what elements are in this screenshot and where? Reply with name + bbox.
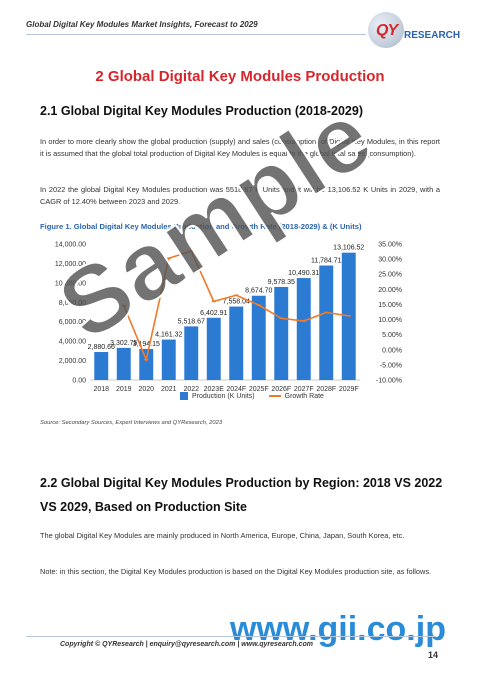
- subsection-title-2-1: 2.1 Global Digital Key Modules Productio…: [40, 104, 363, 118]
- x-tick-label: 2021: [161, 386, 177, 393]
- chart-canvas: 0.00 2,000.00 4,000.00 6,000.00 8,000.00 10,0…: [55, 242, 402, 394]
- growth-rate-marker: [144, 358, 149, 361]
- paragraph-note: Note: in this section, the Digital Key M…: [40, 567, 432, 576]
- paragraph-production-summary: In 2022 the global Digital Key Modules p…: [40, 185, 440, 207]
- y-tick-label: 6,000.00: [59, 319, 86, 326]
- legend-line-swatch: [268, 395, 281, 397]
- figure-caption: Figure 1. Global Digital Key Modules Pro…: [40, 222, 362, 231]
- section-title: 2 Global Digital Key Modules Production: [95, 68, 385, 85]
- x-tick-label: 2024F: [226, 386, 246, 393]
- y2-tick-label: 35.00%: [378, 242, 402, 249]
- y2-tick-label: 30.00%: [378, 257, 402, 264]
- y-tick-label: 4,000.00: [59, 339, 86, 346]
- growth-rate-marker: [279, 317, 284, 320]
- y-tick-label: 2,000.00: [59, 358, 86, 365]
- bar: [296, 278, 311, 380]
- production-growth-chart: 0.00 2,000.00 4,000.00 6,000.00 8,000.00 10,0…: [40, 232, 440, 410]
- bar: [161, 339, 176, 380]
- bar-data-label: 3,194.15: [133, 341, 160, 348]
- x-tick-label: 2018: [93, 386, 109, 393]
- growth-rate-marker: [211, 300, 216, 303]
- y2-tick-label: 25.00%: [378, 272, 402, 279]
- x-tick-label: 2019: [116, 386, 132, 393]
- header-divider: [26, 34, 366, 35]
- x-tick-label: 2023E: [204, 386, 225, 393]
- legend-production: Production (K Units): [180, 392, 255, 400]
- y2-tick-label: 15.00%: [378, 302, 402, 309]
- x-tick-label: 2026F: [271, 386, 291, 393]
- y2-tick-label: 20.00%: [378, 287, 402, 294]
- y2-tick-label: 5.00%: [382, 332, 402, 339]
- bar-data-label: 6,402.91: [200, 310, 227, 317]
- growth-rate-marker: [166, 257, 171, 260]
- bar: [251, 295, 266, 380]
- x-tick-label: 2029F: [339, 386, 359, 393]
- bar: [116, 347, 131, 380]
- header-title: Global Digital Key Modules Market Insigh…: [26, 20, 258, 29]
- y2-tick-label: 0.00%: [382, 347, 402, 354]
- x-tick-label: 2020: [138, 386, 154, 393]
- qyresearch-logo: QY RESEARCH: [368, 10, 461, 50]
- growth-rate-marker: [121, 304, 126, 307]
- x-tick-label: 2027F: [294, 386, 314, 393]
- growth-rate-marker: [189, 250, 194, 252]
- y2-tick-label: -10.00%: [376, 378, 402, 385]
- x-tick-label: 2028F: [316, 386, 336, 393]
- y-tick-label: 8,000.00: [59, 300, 86, 307]
- x-tick-label: 2022: [183, 386, 199, 393]
- bar: [319, 265, 334, 380]
- footer-copyright: Copyright © QYResearch | enquiry@qyresea…: [60, 641, 313, 648]
- bar-data-label: 13,106.52: [333, 245, 364, 252]
- subsection-title-2-2-line1: 2.2 Global Digital Key Modules Productio…: [40, 476, 443, 490]
- legend-growth-rate: Growth Rate: [268, 392, 324, 400]
- bar-data-label: 9,578.35: [268, 279, 295, 286]
- chart-legend: Production (K Units) Growth Rate: [180, 392, 324, 400]
- logo-research-text: RESEARCH: [404, 30, 461, 41]
- footer-divider: [26, 636, 436, 637]
- bar: [229, 306, 244, 380]
- page-header: Global Digital Key Modules Market Insigh…: [0, 0, 480, 62]
- bar-data-label: 5,518.67: [178, 318, 205, 325]
- bar-data-label: 4,161.32: [155, 332, 182, 339]
- growth-rate-marker: [234, 294, 239, 297]
- y2-tick-label: -5.00%: [380, 362, 402, 369]
- growth-rate-marker: [346, 315, 351, 317]
- bar-data-label: 2,880.66: [88, 344, 115, 351]
- y-tick-label: 0.00: [72, 378, 86, 385]
- y2-tick-label: 10.00%: [378, 317, 402, 324]
- legend-production-label: Production (K Units): [192, 392, 255, 400]
- source-note: Source: Secondary Sources, Expert Interv…: [40, 420, 223, 426]
- growth-rate-marker: [256, 304, 261, 306]
- bar: [274, 286, 289, 380]
- x-tick-label: 2025F: [249, 386, 269, 393]
- growth-rate-marker: [301, 320, 306, 322]
- paragraph-regions: The global Digital Key Modules are mainl…: [40, 531, 405, 540]
- legend-bar-swatch: [180, 392, 188, 400]
- bar-data-label: 11,784.71: [311, 258, 342, 265]
- bar-data-label: 7,558.04: [223, 299, 250, 306]
- bar: [184, 326, 199, 380]
- logo-qy-text: QY: [376, 22, 398, 39]
- bar: [94, 352, 109, 380]
- page-number: 14: [428, 650, 439, 660]
- subsection-title-2-2-line2: VS 2029, Based on Production Site: [40, 500, 248, 514]
- globe-icon: [368, 12, 404, 48]
- bar-data-label: 3,302.75: [110, 340, 137, 347]
- bar: [206, 317, 221, 380]
- bar: [139, 348, 154, 380]
- growth-rate-marker: [324, 311, 329, 314]
- legend-growth-label: Growth Rate: [284, 392, 324, 400]
- gii-watermark: www.gii.co.jp: [230, 610, 446, 648]
- bar-data-label: 10,490.31: [288, 270, 319, 277]
- paragraph-intro: In order to more clearly show the global…: [40, 137, 440, 159]
- y-tick-label: 10,000.00: [55, 280, 86, 287]
- bar-data-label: 8,674.70: [245, 288, 272, 295]
- y-tick-label: 12,000.00: [55, 261, 86, 268]
- y-tick-label: 14,000.00: [55, 242, 86, 249]
